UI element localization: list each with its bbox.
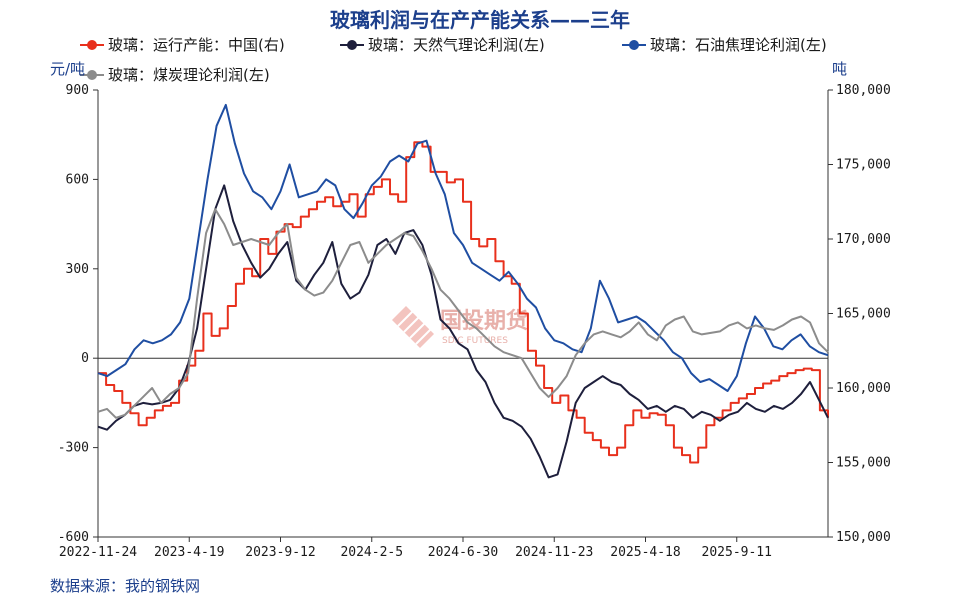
x-tick-label: 2023-9-12 <box>245 545 315 560</box>
legend-label-petcoke: 玻璃：石油焦理论利润(左) <box>650 36 827 54</box>
watermark-text: 国投期货 <box>440 308 528 334</box>
series-line-3 <box>97 208 829 419</box>
legend-label-capacity: 玻璃：运行产能：中国(右) <box>108 36 285 54</box>
left-tick-label: -300 <box>58 441 89 456</box>
right-tick-label: 165,000 <box>836 307 891 322</box>
series-line-2 <box>97 103 829 392</box>
watermark-logo-icon <box>392 306 434 348</box>
legend-swatch-coal <box>80 69 104 81</box>
left-tick-label: 300 <box>66 262 89 277</box>
watermark: 国投期货 SDIC FUTURES <box>392 306 528 348</box>
left-tick-label: -600 <box>58 530 89 545</box>
axes-layer: -600 -300 0 300 600 900 150,000 155,000 160,000 1… <box>58 83 891 560</box>
series-line-0 <box>98 141 829 464</box>
left-tick-label: 600 <box>66 172 89 187</box>
right-tick-label: 150,000 <box>836 530 891 545</box>
legend-swatch-petcoke <box>622 39 646 51</box>
source-note: 数据来源：我的钢铁网 <box>50 577 201 595</box>
right-tick-label: 155,000 <box>836 456 891 471</box>
left-tick-label: 900 <box>66 83 89 98</box>
legend-item-petcoke: 玻璃：石油焦理论利润(左) <box>622 34 827 55</box>
legend-item-coal: 玻璃：煤炭理论利润(左) <box>80 64 270 85</box>
x-tick-label: 2025-9-11 <box>702 545 772 560</box>
left-tick-label: 0 <box>81 351 89 366</box>
right-tick-label: 175,000 <box>836 158 891 173</box>
legend-item-capacity: 玻璃：运行产能：中国(右) <box>80 34 285 55</box>
right-tick-label: 180,000 <box>836 83 891 98</box>
x-tick-label: 2024-6-30 <box>428 545 498 560</box>
legend-swatch-gas <box>340 39 364 51</box>
x-tick-label: 2023-4-19 <box>154 545 224 560</box>
right-tick-label: 160,000 <box>836 381 891 396</box>
right-axis-unit: 吨 <box>832 60 848 78</box>
watermark-subtext: SDIC FUTURES <box>442 336 508 346</box>
x-tick-label: 2024-2-5 <box>340 545 403 560</box>
x-tick-label: 2024-11-23 <box>515 545 593 560</box>
chart-title: 玻璃利润与在产产能关系——三年 <box>330 8 630 32</box>
x-tick-label: 2022-11-24 <box>59 545 137 560</box>
series-layer <box>97 103 829 479</box>
x-tick-label: 2025-4-18 <box>610 545 680 560</box>
legend-label-gas: 玻璃：天然气理论利润(左) <box>368 36 545 54</box>
legend-label-coal: 玻璃：煤炭理论利润(左) <box>108 66 270 84</box>
legend-item-gas: 玻璃：天然气理论利润(左) <box>340 34 545 55</box>
right-tick-label: 170,000 <box>836 232 891 247</box>
left-axis-unit: 元/吨 <box>50 60 86 78</box>
series-line-1 <box>97 184 829 479</box>
legend-swatch-capacity <box>80 39 104 51</box>
